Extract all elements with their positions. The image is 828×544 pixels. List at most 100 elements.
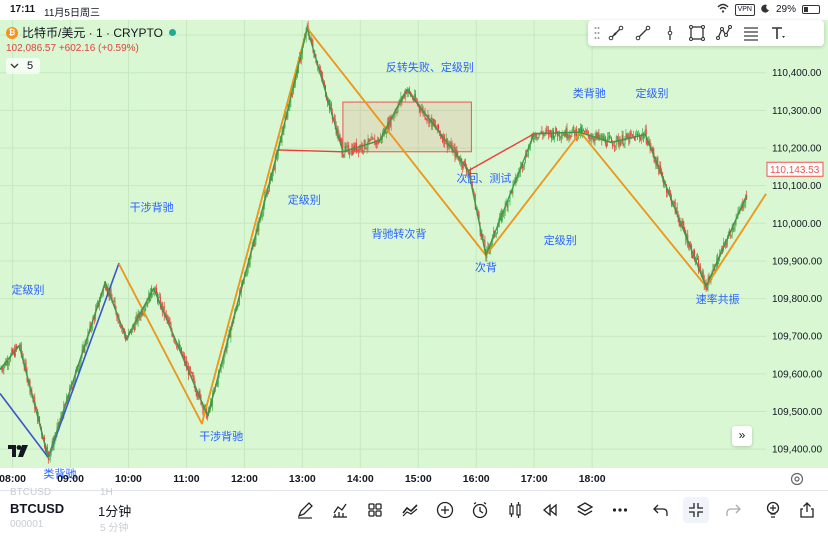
candle-body: [369, 139, 371, 142]
alert-icon[interactable]: [469, 499, 491, 521]
interval-selector[interactable]: 1分钟: [98, 504, 132, 519]
price-tick-label: 109,700.00: [772, 332, 822, 343]
candle-body: [681, 220, 683, 224]
more-icon[interactable]: [609, 499, 631, 521]
candle-body: [352, 147, 354, 155]
candle-body: [735, 218, 737, 225]
candle-body: [531, 135, 533, 137]
candle-body: [569, 135, 571, 137]
candle-body: [140, 311, 142, 318]
candle-body: [640, 136, 642, 140]
candle-body: [12, 349, 14, 354]
chart-settings-icon[interactable]: [790, 472, 804, 486]
share-icon[interactable]: [796, 499, 818, 521]
templates-icon[interactable]: [364, 499, 386, 521]
idea-icon[interactable]: [762, 499, 784, 521]
fib-icon[interactable]: [737, 20, 764, 46]
candle-body: [487, 246, 489, 248]
pattern-icon[interactable]: [710, 20, 737, 46]
candle-body: [651, 147, 653, 149]
candle-body: [345, 145, 347, 149]
candle-body: [478, 214, 480, 223]
candle-body: [153, 293, 155, 295]
time-scale-background: [0, 468, 828, 490]
chart-annotation: 定级别: [636, 86, 669, 100]
symbol-title[interactable]: 比特币/美元 · 1 · CRYPTO: [22, 26, 163, 40]
grip-icon[interactable]: [592, 24, 602, 42]
candle-body: [407, 91, 409, 94]
candle-body: [744, 203, 746, 207]
candle-body: [84, 342, 86, 353]
text-icon[interactable]: [764, 20, 791, 46]
candle-body: [630, 132, 632, 136]
candle-body: [283, 128, 285, 132]
candle-body: [191, 372, 193, 377]
trend-line-icon[interactable]: [602, 20, 629, 46]
candle-body: [499, 213, 501, 217]
candle-body: [1, 368, 3, 370]
undo-icon[interactable]: [650, 499, 672, 521]
rectangle-icon[interactable]: [683, 20, 710, 46]
candle-body: [696, 258, 698, 260]
price-chart[interactable]: 背驰反转失败、定级别类背驰定级别干涉背驰次回、测试定级别背驰转次背次背定级别定级…: [0, 20, 828, 490]
chart-area[interactable]: 背驰反转失败、定级别类背驰定级别干涉背驰次回、测试定级别背驰转次背次背定级别定级…: [0, 20, 828, 490]
redo-icon[interactable]: [722, 499, 744, 521]
candle-body: [490, 245, 492, 250]
candle-body: [44, 446, 46, 452]
candle-body: [225, 349, 227, 351]
candle-body: [669, 192, 671, 196]
symbol-selector[interactable]: BTCUSD: [10, 501, 65, 516]
candle-body: [384, 129, 386, 134]
pen-icon[interactable]: [294, 499, 316, 521]
vertical-line-icon[interactable]: [656, 20, 683, 46]
add-icon[interactable]: [434, 499, 456, 521]
candle-body: [571, 131, 573, 137]
chart-annotation: 类背驰: [43, 466, 76, 480]
candle-body: [738, 210, 740, 212]
candle-body: [724, 241, 725, 243]
candle-body: [306, 25, 308, 28]
candle-body: [165, 312, 167, 316]
price-tick-label: 110,200.00: [772, 144, 822, 155]
candle-body: [124, 329, 126, 335]
candle-body: [679, 222, 681, 227]
layers-icon[interactable]: [574, 499, 596, 521]
strategy-icon[interactable]: [399, 499, 421, 521]
market-open-dot: [168, 29, 176, 36]
time-tick-label: 13:00: [289, 473, 316, 485]
scroll-to-realtime-button[interactable]: »: [732, 426, 752, 446]
ray-icon[interactable]: [629, 20, 656, 46]
candle-body: [294, 83, 296, 88]
candle-body: [596, 133, 598, 138]
rewind-icon[interactable]: [539, 499, 561, 521]
candle-body: [429, 119, 431, 125]
candle-body: [293, 87, 295, 94]
candle-body: [392, 116, 394, 120]
candle-body: [144, 307, 146, 313]
candle-body: [608, 136, 609, 138]
candle-body: [624, 137, 626, 144]
time-tick-label: 18:00: [579, 473, 606, 485]
candle-body: [511, 190, 513, 194]
price-change: 102,086.57 +602.16 (+0.59%): [6, 43, 139, 54]
candle-body: [441, 137, 443, 143]
candle-body: [450, 142, 452, 147]
ghost-interval-below: 5 分钟: [100, 523, 129, 534]
indicators-icon[interactable]: [329, 499, 351, 521]
chart-annotation: 次回、测试: [456, 171, 511, 185]
last-price-label-box: [766, 161, 824, 177]
candle-body: [6, 360, 8, 366]
candle-body: [623, 143, 625, 146]
candle-body: [8, 362, 10, 365]
candle-body: [3, 365, 5, 371]
candle-body: [726, 238, 728, 245]
candle-body: [602, 136, 604, 141]
bar-replay-icon[interactable]: [504, 499, 526, 521]
candle-body: [402, 97, 404, 101]
indicator-toggle[interactable]: 5: [6, 58, 40, 74]
candle-body: [275, 152, 277, 156]
ghost-symbol-below: 000001: [10, 519, 44, 530]
candle-body: [203, 408, 205, 411]
candle-body: [553, 130, 554, 139]
fullscreen-exit-icon[interactable]: [683, 497, 709, 523]
